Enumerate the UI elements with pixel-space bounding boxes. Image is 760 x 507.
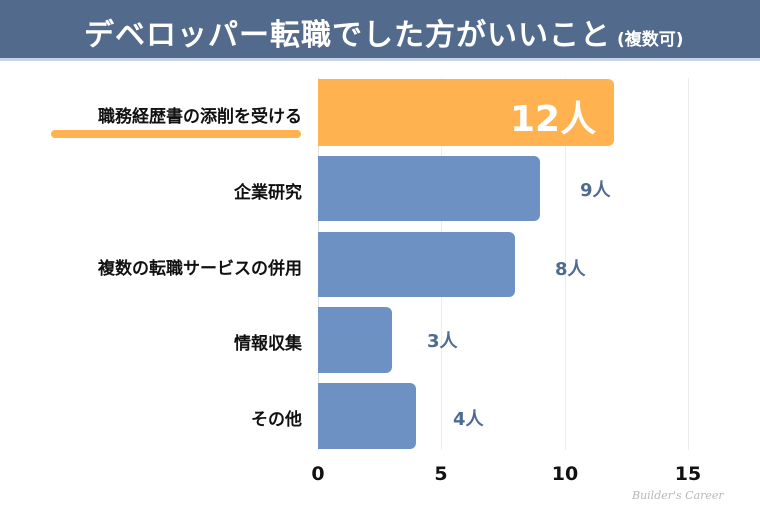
x-tick: 0 <box>311 463 325 485</box>
chart-title: デベロッパー転職でした方がいいこと (複数可) <box>84 10 684 54</box>
category-label: 企業研究 <box>234 183 302 203</box>
category-label: 情報収集 <box>234 334 302 354</box>
highlight-underline <box>51 130 301 138</box>
value-label: 9人 <box>580 180 611 201</box>
x-tick: 10 <box>551 463 579 485</box>
value-label-highlighted: 12人 <box>510 99 597 140</box>
bar <box>318 156 540 221</box>
watermark: Builder's Career <box>632 489 724 502</box>
title-subtitle: (複数可) <box>617 30 684 50</box>
title-text: デベロッパー転職でした方がいいこと <box>84 18 611 53</box>
value-label: 8人 <box>555 259 586 280</box>
bar-highlighted <box>318 79 614 146</box>
value-label: 4人 <box>453 409 484 430</box>
bar <box>318 383 416 449</box>
gridline-10 <box>565 78 566 450</box>
x-tick: 15 <box>674 463 702 485</box>
chart-header: デベロッパー転職でした方がいいこと (複数可) <box>0 0 760 61</box>
category-label: 複数の転職サービスの併用 <box>98 259 302 279</box>
category-label: 職務経歴書の添削を受ける <box>98 107 302 127</box>
value-label: 3人 <box>427 331 458 352</box>
bar <box>318 307 392 373</box>
category-label: その他 <box>251 410 302 430</box>
gridline-15 <box>688 78 689 450</box>
bar <box>318 232 515 297</box>
x-tick: 5 <box>434 463 448 485</box>
